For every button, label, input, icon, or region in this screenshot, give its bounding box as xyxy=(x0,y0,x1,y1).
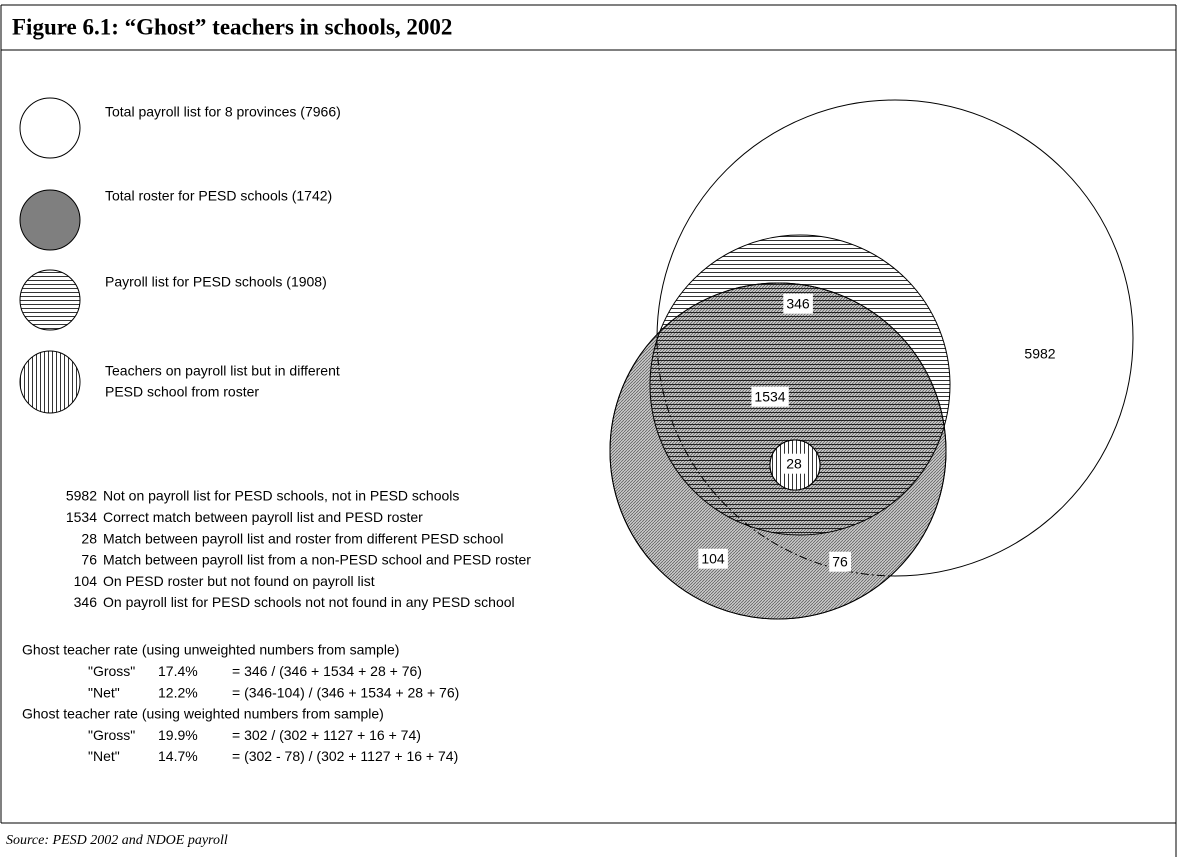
legend-icons xyxy=(19,97,81,414)
rate-heading: Ghost teacher rate (using weighted numbe… xyxy=(22,706,384,722)
frame xyxy=(0,4,1177,857)
source: Source: PESD 2002 and NDOE payroll xyxy=(6,833,228,848)
region-label: 5982 xyxy=(1024,346,1055,362)
label-box xyxy=(698,548,728,569)
key-number: 104 xyxy=(74,573,98,589)
rate-value: 12.2% xyxy=(158,684,198,700)
legend-label: Teachers on payroll list but in differen… xyxy=(105,363,340,379)
key-text: Correct match between payroll list and P… xyxy=(103,509,423,525)
legend-label: Total payroll list for 8 provinces (7966… xyxy=(105,104,341,120)
key-text: On PESD roster but not found on payroll … xyxy=(103,573,375,589)
label-box xyxy=(783,293,813,314)
label-box xyxy=(1021,343,1059,364)
region-label: 346 xyxy=(786,296,810,312)
legend-label: Payroll list for PESD schools (1908) xyxy=(105,274,327,290)
region-label: 1534 xyxy=(754,389,785,405)
legend-label: PESD school from roster xyxy=(105,384,259,400)
key-number: 76 xyxy=(81,552,97,568)
key-text: On payroll list for PESD schools not not… xyxy=(103,594,515,610)
region-label: 28 xyxy=(786,456,802,472)
label-box xyxy=(751,386,789,407)
label-box xyxy=(829,551,851,572)
rate-heading: Ghost teacher rate (using unweighted num… xyxy=(22,642,399,658)
region-label: 76 xyxy=(832,554,848,570)
rate-value: 19.9% xyxy=(158,727,198,743)
key-text: Not on payroll list for PESD schools, no… xyxy=(103,488,459,504)
rate-formula: = 302 / (302 + 1127 + 16 + 74) xyxy=(232,727,421,743)
key-number: 1534 xyxy=(66,509,97,525)
label-box xyxy=(783,453,805,474)
rate-formula: = (302 - 78) / (302 + 1127 + 16 + 74) xyxy=(232,748,458,764)
region-label: 104 xyxy=(701,551,725,567)
venn-diagram xyxy=(609,99,1134,620)
key-text: Match between payroll list and roster fr… xyxy=(103,530,503,546)
rate-name: "Net" xyxy=(88,748,120,764)
rate-name: "Gross" xyxy=(88,663,135,679)
key-number: 28 xyxy=(81,530,97,546)
rate-value: 17.4% xyxy=(158,663,198,679)
key-text: Match between payroll list from a non-PE… xyxy=(103,552,531,568)
legend-label: Total roster for PESD schools (1742) xyxy=(105,188,332,204)
title: Figure 6.1: “Ghost” teachers in schools,… xyxy=(12,14,452,39)
rate-formula: = 346 / (346 + 1534 + 28 + 76) xyxy=(232,663,422,679)
rate-name: "Gross" xyxy=(88,727,135,743)
key-number: 346 xyxy=(74,594,98,610)
rate-name: "Net" xyxy=(88,684,120,700)
rate-formula: = (346-104) / (346 + 1534 + 28 + 76) xyxy=(232,684,459,700)
rate-value: 14.7% xyxy=(158,748,198,764)
key-number: 5982 xyxy=(66,488,97,504)
